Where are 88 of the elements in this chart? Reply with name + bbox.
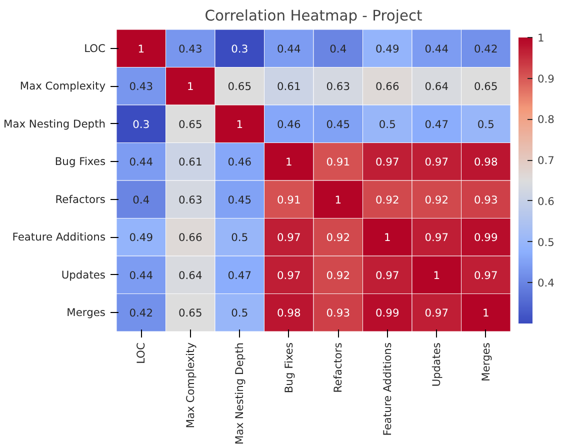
data-label: 0.44 <box>424 42 449 56</box>
data-label: 0.5 <box>231 306 248 320</box>
data-label: 0.97 <box>376 268 400 282</box>
data-label: 0.49 <box>376 42 400 56</box>
x-tick-label: Refactors <box>332 342 345 393</box>
data-label: 0.65 <box>474 80 498 94</box>
data-label: 0.65 <box>178 306 202 320</box>
y-tick-label: Max Complexity <box>20 80 106 93</box>
color-bar-label: 0.7 <box>538 154 554 168</box>
data-label: 0.61 <box>178 156 202 169</box>
data-label: 1 <box>236 118 244 131</box>
data-label: 0.63 <box>326 80 350 94</box>
data-label: 0.5 <box>477 118 494 131</box>
color-bar-label: 0.5 <box>538 236 554 249</box>
data-label: 0.99 <box>474 231 498 244</box>
x-tick-label: Max Nesting Depth <box>233 342 246 444</box>
data-label: 0.43 <box>129 80 153 94</box>
data-label: 0.64 <box>424 80 449 94</box>
data-label: 0.93 <box>474 193 498 206</box>
y-tick-label: Bug Fixes <box>54 155 106 168</box>
data-label: 0.44 <box>129 268 154 282</box>
color-bar-label: 1 <box>538 32 544 44</box>
y-tick-label: Updates <box>61 268 106 282</box>
data-label: 0.65 <box>178 118 202 131</box>
data-label: 0.66 <box>178 231 202 244</box>
data-label: 0.91 <box>326 156 350 169</box>
color-bar-label: 0.6 <box>538 194 555 208</box>
data-label: 0.65 <box>228 80 252 94</box>
data-label: 0.42 <box>129 306 153 320</box>
data-label: 0.4 <box>330 42 347 56</box>
x-tick-label: Bug Fixes <box>282 342 296 394</box>
color-bar-label: 0.9 <box>538 72 555 86</box>
data-label: 0.91 <box>277 193 301 206</box>
data-label: 0.4 <box>132 193 150 206</box>
data-label: 0.98 <box>474 156 498 169</box>
data-label: 0.93 <box>326 306 350 320</box>
data-label: 1 <box>186 80 194 94</box>
data-label: 1 <box>384 231 391 244</box>
data-label: 0.92 <box>326 268 350 282</box>
data-label: 0.44 <box>129 156 154 169</box>
data-label: 0.97 <box>277 268 301 282</box>
data-label: 0.3 <box>132 118 150 131</box>
data-label: 0.98 <box>277 306 301 320</box>
data-label: 0.97 <box>277 231 301 244</box>
data-label: 0.47 <box>424 118 448 131</box>
y-tick-label: Feature Additions <box>12 230 106 244</box>
y-tick-label: Merges <box>66 306 106 320</box>
data-label: 0.99 <box>376 306 400 320</box>
data-label: 0.46 <box>277 118 301 131</box>
color-bar-label: 0.4 <box>538 276 555 290</box>
data-label: 0.45 <box>326 118 350 131</box>
y-tick-label: LOC <box>84 42 106 55</box>
data-label: 0.3 <box>231 42 248 56</box>
data-label: 0.45 <box>228 193 252 206</box>
x-tick-label: Merges <box>479 342 492 382</box>
data-label: 0.46 <box>228 156 252 169</box>
data-label: 0.47 <box>228 268 252 282</box>
data-label: 1 <box>433 268 440 282</box>
data-label: 0.92 <box>376 193 400 206</box>
data-label: 0.5 <box>378 118 396 131</box>
data-label: 0.63 <box>178 193 202 206</box>
data-label: 0.49 <box>129 231 154 244</box>
data-label: 0.42 <box>474 42 498 56</box>
chart-title: Correlation Heatmap - Project <box>204 8 423 24</box>
data-label: 0.44 <box>277 42 301 56</box>
data-label: 0.64 <box>178 268 202 282</box>
x-tick-label: Updates <box>430 342 444 387</box>
data-label: 0.97 <box>376 156 400 169</box>
y-tick-label: Max Nesting Depth <box>4 117 106 130</box>
color-bar-label: 0.8 <box>538 113 555 126</box>
data-label: 0.97 <box>474 268 498 282</box>
data-label: 0.97 <box>424 306 448 320</box>
data-label: 0.5 <box>231 231 248 244</box>
data-label: 0.43 <box>178 42 202 56</box>
data-label: 0.66 <box>376 80 400 94</box>
x-tick-label: Feature Additions <box>380 342 394 436</box>
x-tick-label: Max Complexity <box>184 342 197 428</box>
data-label: 1 <box>334 193 342 206</box>
data-label: 1 <box>285 156 292 169</box>
data-label: 0.61 <box>277 80 301 94</box>
data-label: 1 <box>482 306 490 320</box>
data-label: 0.92 <box>424 193 448 206</box>
data-label: 0.97 <box>424 231 448 244</box>
data-label: 1 <box>138 42 145 56</box>
data-label: 0.97 <box>424 156 448 169</box>
y-tick-label: Refactors <box>55 192 106 206</box>
x-tick-label: LOC <box>134 342 148 364</box>
data-label: 0.92 <box>326 231 350 244</box>
